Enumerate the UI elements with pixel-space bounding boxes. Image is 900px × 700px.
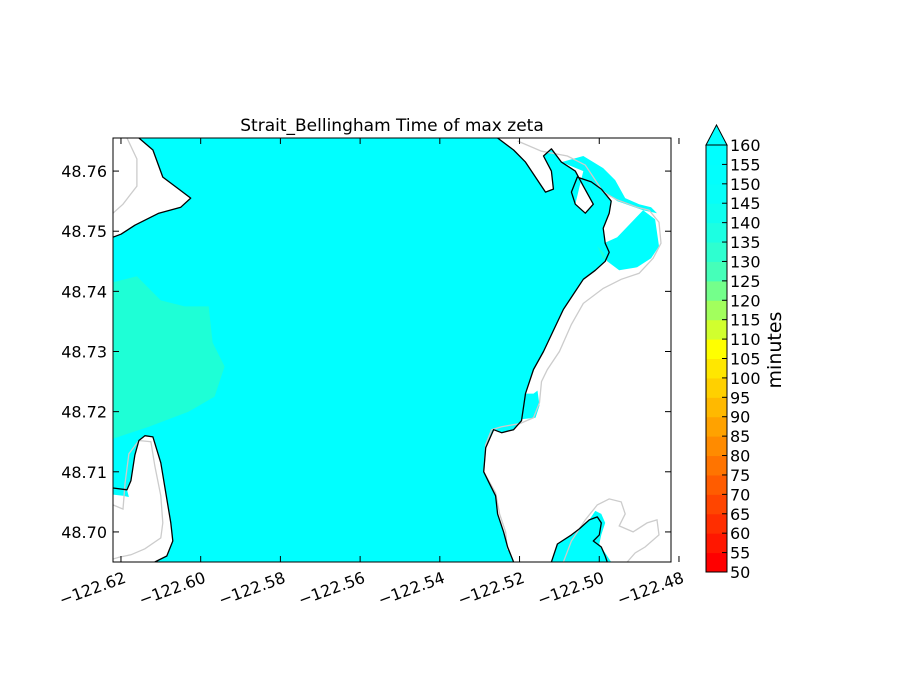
west-peninsula-grey bbox=[113, 439, 164, 560]
colorbar-tick-label: 110 bbox=[730, 330, 761, 349]
y-axis: 48.70 48.71 48.72 48.73 48.74 48.75 48.76 bbox=[61, 162, 671, 542]
land-northwest bbox=[113, 138, 191, 238]
colorbar-segment bbox=[706, 280, 727, 301]
colorbar-tick-label: 95 bbox=[730, 388, 750, 407]
y-tick-label: 48.76 bbox=[61, 162, 107, 181]
colorbar-segment bbox=[706, 203, 727, 224]
colorbar-tick-label: 155 bbox=[730, 155, 761, 174]
colorbar-segment bbox=[706, 183, 727, 204]
colorbar-tick-label: 80 bbox=[730, 447, 750, 466]
x-tick-label: −122.60 bbox=[136, 568, 208, 610]
colorbar-tick-label: 120 bbox=[730, 291, 761, 310]
west-coast bbox=[113, 138, 192, 238]
water-northeast-cove bbox=[561, 156, 657, 214]
land-west-peninsula bbox=[113, 435, 173, 562]
x-tick-label: −122.52 bbox=[455, 568, 527, 610]
colorbar-segment bbox=[706, 474, 727, 495]
x-tick-label: −122.58 bbox=[216, 568, 288, 610]
x-tick-label: −122.48 bbox=[615, 568, 687, 610]
east-island-grey bbox=[562, 498, 660, 562]
colorbar-segment bbox=[706, 261, 727, 282]
colorbar-tick-label: 50 bbox=[730, 563, 750, 582]
colorbar-segment bbox=[706, 513, 727, 534]
colorbar-tick-label: 130 bbox=[730, 252, 761, 271]
map-plot-area bbox=[113, 138, 671, 562]
east-island bbox=[550, 516, 608, 562]
x-tick-label: −122.62 bbox=[57, 568, 129, 610]
colorbar-tick-label: 150 bbox=[730, 175, 761, 194]
y-tick-label: 48.70 bbox=[61, 523, 107, 542]
colorbar-tick-label: 75 bbox=[730, 466, 750, 485]
colorbar-label: minutes bbox=[764, 312, 786, 389]
colorbar-segment bbox=[706, 533, 727, 554]
colorbar-segment bbox=[706, 358, 727, 379]
colorbar-tick-label: 60 bbox=[730, 524, 750, 543]
colorbar-tick-label: 145 bbox=[730, 194, 761, 213]
colorbar-tick-label: 115 bbox=[730, 311, 761, 330]
water-southeast-bay bbox=[551, 510, 612, 562]
colorbar-segment bbox=[706, 455, 727, 476]
colorbar-extend-arrow bbox=[705, 123, 728, 146]
colorbar-tick-label: 55 bbox=[730, 544, 750, 563]
water-east-inlet bbox=[597, 210, 659, 271]
y-tick-label: 48.75 bbox=[61, 222, 107, 241]
colorbar-segment bbox=[706, 494, 727, 515]
colorbar-tick-label: 70 bbox=[730, 485, 750, 504]
colorbar-tick-label: 160 bbox=[730, 136, 761, 155]
plot-frame bbox=[112, 137, 672, 563]
y-tick-label: 48.71 bbox=[61, 463, 107, 482]
colorbar-segment bbox=[706, 436, 727, 457]
west-peninsula bbox=[113, 435, 174, 562]
colorbar-tick-label: 125 bbox=[730, 272, 761, 291]
x-tick-label: −122.56 bbox=[296, 568, 368, 610]
colorbar-tick-label: 140 bbox=[730, 214, 761, 233]
colorbar-segment bbox=[706, 397, 727, 418]
x-tick-label: −122.54 bbox=[375, 568, 447, 610]
x-tick-label: −122.50 bbox=[535, 568, 607, 610]
colorbar-segment bbox=[706, 416, 727, 437]
colorbar-segment bbox=[706, 145, 727, 165]
y-tick-label: 48.73 bbox=[61, 343, 107, 362]
colorbar-tick-label: 90 bbox=[730, 408, 750, 427]
colorbar: 5055606570758085909510010511011512012513… bbox=[705, 123, 761, 582]
west-coast-grey bbox=[113, 138, 138, 214]
colorbar-tick-label: 85 bbox=[730, 427, 750, 446]
colorbar-segment bbox=[706, 552, 727, 573]
colorbar-segment bbox=[706, 222, 727, 243]
colorbar-tick-label: 135 bbox=[730, 233, 761, 252]
colorbar-segment bbox=[706, 377, 727, 398]
colorbar-tick-label: 65 bbox=[730, 505, 750, 524]
field-region-1 bbox=[113, 276, 225, 439]
east-coast bbox=[483, 138, 612, 562]
colorbar-segment bbox=[706, 319, 727, 340]
colorbar-segment bbox=[706, 339, 727, 359]
chart-title: Strait_Bellingham Time of max zeta bbox=[240, 116, 543, 136]
colorbar-tick-label: 105 bbox=[730, 350, 761, 369]
water-east-lagoon bbox=[501, 390, 540, 430]
colorbar-segment bbox=[706, 300, 727, 321]
y-tick-label: 48.72 bbox=[61, 403, 107, 422]
colorbar-tick-label: 100 bbox=[730, 369, 761, 388]
colorbar-segment bbox=[706, 242, 727, 262]
y-tick-label: 48.74 bbox=[61, 282, 107, 301]
colorbar-segment bbox=[706, 164, 727, 185]
